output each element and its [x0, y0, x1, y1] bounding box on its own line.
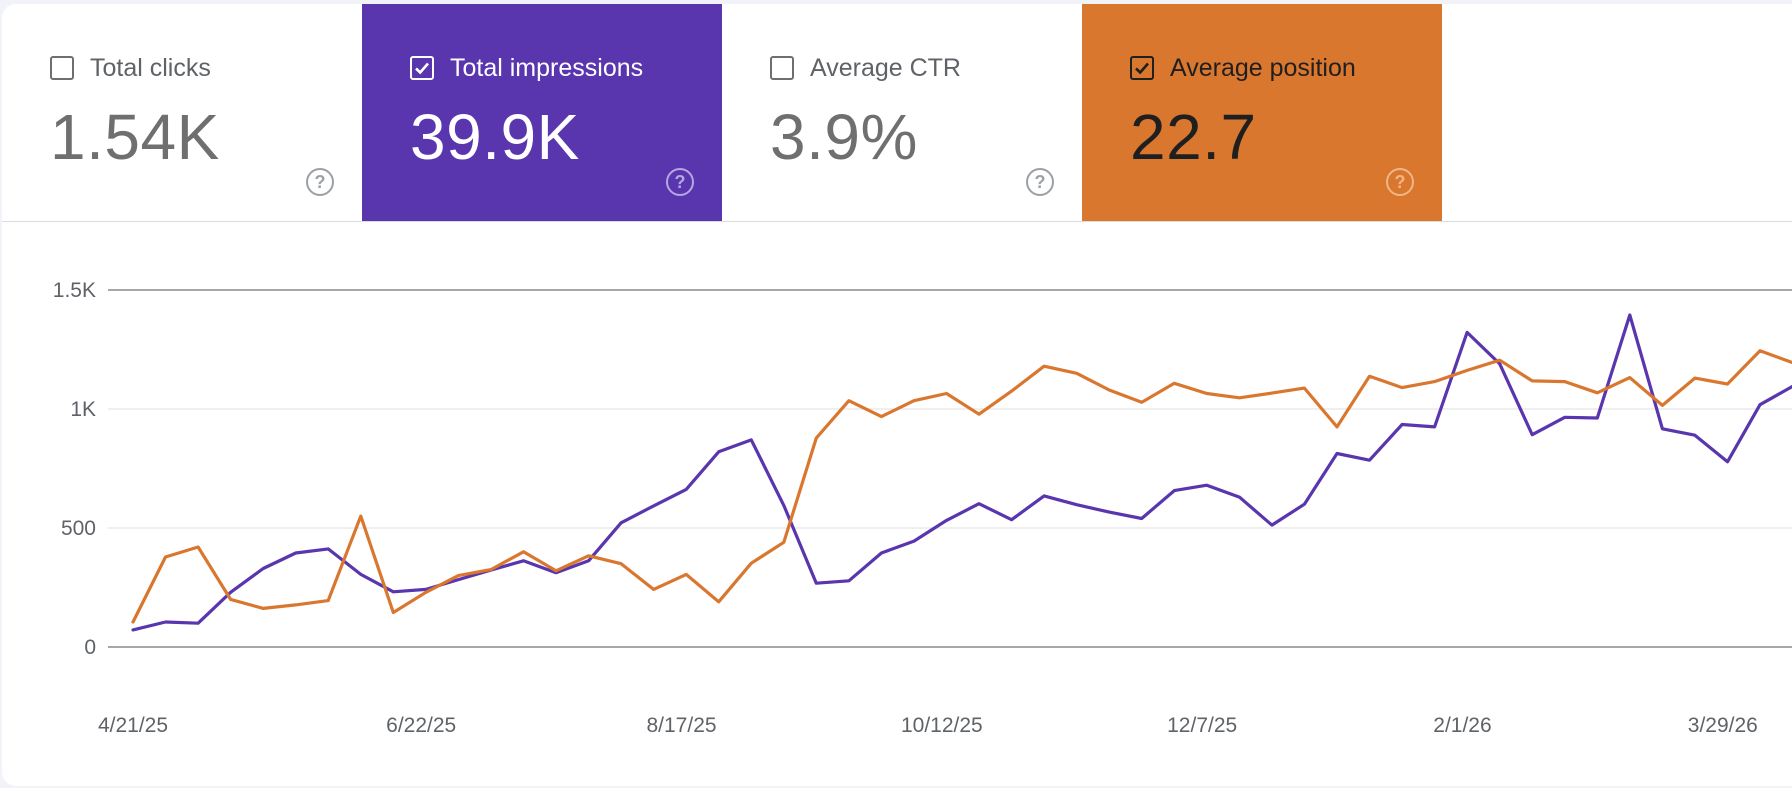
help-icon[interactable]: ?	[666, 168, 694, 196]
metric-label: Average position	[1170, 54, 1356, 82]
metric-value: 22.7	[1130, 101, 1257, 173]
metric-card-total-impressions[interactable]: Total impressions 39.9K ?	[362, 4, 722, 222]
metric-label: Average CTR	[810, 54, 961, 82]
x-tick-label: 12/7/25	[1167, 714, 1237, 737]
checkbox-checked-icon[interactable]	[1130, 56, 1154, 80]
y-tick-label: 1.5K	[53, 279, 96, 302]
checkbox-icon[interactable]	[50, 56, 74, 80]
series-line-total-impressions	[131, 313, 1792, 632]
metric-cards: Total clicks 1.54K ? Total impressions 3…	[2, 4, 1792, 222]
help-icon[interactable]: ?	[1386, 168, 1414, 196]
y-tick-label: 1K	[70, 398, 96, 421]
x-tick-label: 10/12/25	[901, 714, 983, 737]
x-tick-label: 2/1/26	[1433, 714, 1491, 737]
y-tick-label: 0	[84, 636, 96, 659]
x-tick-label: 4/21/25	[98, 714, 168, 737]
help-icon[interactable]: ?	[1026, 168, 1054, 196]
metric-card-average-position[interactable]: Average position 22.7 ?	[1082, 4, 1442, 222]
x-tick-label: 6/22/25	[386, 714, 456, 737]
metric-card-total-clicks[interactable]: Total clicks 1.54K ?	[2, 4, 362, 222]
metric-value: 3.9%	[770, 101, 918, 173]
x-tick-label: 8/17/25	[646, 714, 716, 737]
metric-label: Total impressions	[450, 54, 644, 82]
help-icon[interactable]: ?	[306, 168, 334, 196]
metric-value: 39.9K	[410, 101, 580, 173]
y-tick-label: 500	[61, 517, 96, 540]
divider	[2, 221, 1792, 222]
x-tick-label: 3/29/26	[1688, 714, 1758, 737]
series-line-average-position	[131, 349, 1792, 624]
performance-panel: Total clicks 1.54K ? Total impressions 3…	[2, 4, 1792, 786]
metric-card-average-ctr[interactable]: Average CTR 3.9% ?	[722, 4, 1082, 222]
metric-value: 1.54K	[50, 101, 220, 173]
checkbox-checked-icon[interactable]	[410, 56, 434, 80]
checkbox-icon[interactable]	[770, 56, 794, 80]
metric-label: Total clicks	[90, 54, 211, 82]
